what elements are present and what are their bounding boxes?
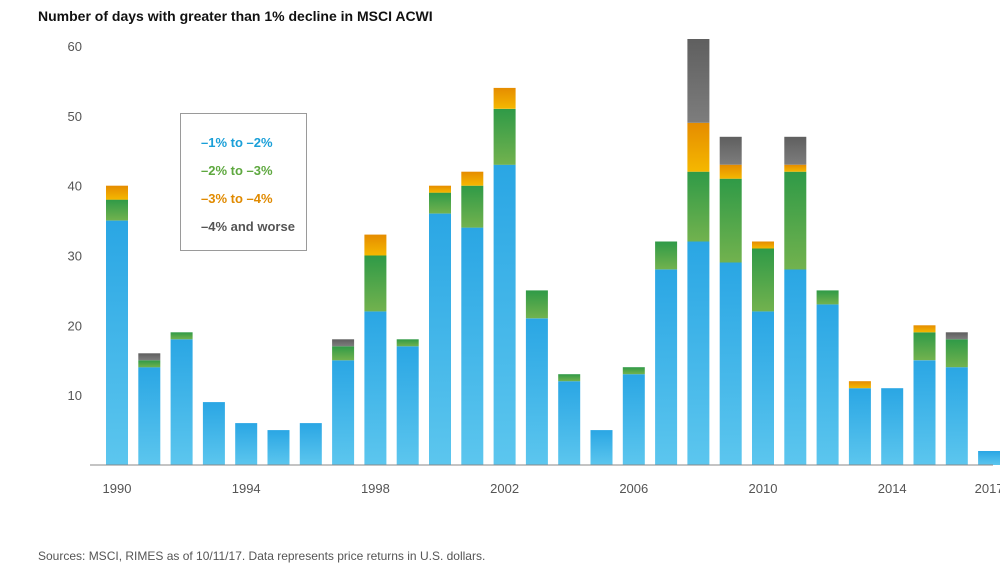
bar-segment-1998-s0 xyxy=(364,311,387,465)
bar-segment-2009-s1 xyxy=(719,178,742,263)
bar-segment-2001-s1 xyxy=(461,185,484,228)
bar-segment-2008-s1 xyxy=(687,171,710,242)
bar-segment-2008-s2 xyxy=(687,122,710,172)
x-tick-label: 1994 xyxy=(232,481,261,496)
bar-segment-2014-s0 xyxy=(881,388,904,465)
bar-segment-2016-s1 xyxy=(945,339,968,368)
bar-segment-1998-s2 xyxy=(364,234,387,256)
bar-segment-2013-s2 xyxy=(848,381,871,389)
bar-segment-2016-s0 xyxy=(945,367,968,465)
y-tick-label: 50 xyxy=(68,109,82,124)
bar-segment-2005-s0 xyxy=(590,430,613,465)
bar-segment-2007-s0 xyxy=(655,269,678,465)
chart-title: Number of days with greater than 1% decl… xyxy=(38,8,433,24)
bar-segment-2003-s0 xyxy=(525,318,548,466)
bar-segment-1991-s0 xyxy=(138,367,161,465)
bar-segment-2000-s1 xyxy=(429,192,451,214)
legend-item-1-2: –1% to –2% xyxy=(201,135,273,150)
bar-segment-1997-s0 xyxy=(332,360,355,466)
bar-segment-1999-s0 xyxy=(396,346,419,465)
bars xyxy=(106,39,1000,466)
bar-segment-2001-s0 xyxy=(461,227,484,465)
bar-segment-1998-s1 xyxy=(364,255,387,312)
bar-segment-1991-s3 xyxy=(138,353,161,361)
bar-segment-2017-s0 xyxy=(978,451,1000,465)
bar-segment-1996-s0 xyxy=(299,423,322,465)
y-tick-label: 40 xyxy=(68,179,82,194)
bar-segment-2015-s0 xyxy=(913,360,936,466)
bar-segment-1993-s0 xyxy=(202,402,225,465)
x-tick-label: 1998 xyxy=(361,481,390,496)
x-tick-label: 2002 xyxy=(490,481,519,496)
y-tick-label: 20 xyxy=(68,318,82,333)
x-axis-ticks: 1990 1994 1998 2002 2006 2010 2014 2017 xyxy=(103,481,1000,496)
bar-segment-2004-s1 xyxy=(558,374,581,382)
bar-segment-2012-s1 xyxy=(816,290,839,305)
legend: –1% to –2% –2% to –3% –3% to –4% –4% and… xyxy=(180,113,307,251)
bar-segment-2011-s2 xyxy=(784,164,807,172)
bar-segment-1991-s1 xyxy=(138,360,161,368)
x-tick-label: 2010 xyxy=(749,481,778,496)
bar-segment-2011-s0 xyxy=(784,269,807,465)
bar-segment-2011-s3 xyxy=(784,136,807,165)
y-tick-label: 10 xyxy=(68,388,82,403)
bar-segment-2010-s2 xyxy=(752,241,774,249)
bar-segment-2006-s0 xyxy=(622,374,645,465)
bar-segment-1990-s2 xyxy=(106,185,128,200)
bar-segment-2015-s2 xyxy=(913,325,936,333)
x-tick-label: 2006 xyxy=(619,481,648,496)
bar-segment-2009-s2 xyxy=(719,164,742,179)
source-note: Sources: MSCI, RIMES as of 10/11/17. Dat… xyxy=(38,549,486,563)
legend-item-3-4: –3% to –4% xyxy=(201,191,273,206)
bar-segment-2011-s1 xyxy=(784,171,807,270)
y-tick-label: 60 xyxy=(68,39,82,54)
bar-segment-2013-s0 xyxy=(848,388,871,465)
bar-segment-2010-s0 xyxy=(752,311,774,465)
legend-item-2-3: –2% to –3% xyxy=(201,163,273,178)
x-tick-label: 2017 xyxy=(975,481,1000,496)
y-tick-label: 30 xyxy=(68,249,82,264)
bar-segment-2008-s3 xyxy=(687,39,710,123)
bar-segment-2002-s2 xyxy=(493,87,516,109)
bar-segment-2015-s1 xyxy=(913,332,936,361)
bar-segment-2004-s0 xyxy=(558,381,581,465)
bar-segment-1990-s1 xyxy=(106,199,128,221)
y-axis-ticks: 10 20 30 40 50 60 xyxy=(68,39,82,403)
x-tick-label: 2014 xyxy=(878,481,907,496)
x-tick-label: 1990 xyxy=(103,481,132,496)
bar-segment-2001-s2 xyxy=(461,171,484,186)
bar-segment-2002-s1 xyxy=(493,108,516,165)
bar-segment-2000-s0 xyxy=(429,213,451,465)
legend-item-4-worse: –4% and worse xyxy=(201,219,295,234)
bar-segment-2009-s0 xyxy=(719,262,742,465)
bar-segment-2009-s3 xyxy=(719,136,742,165)
bar-segment-1995-s0 xyxy=(267,430,290,465)
bar-segment-1994-s0 xyxy=(235,423,258,465)
bar-segment-1997-s1 xyxy=(332,346,355,361)
bar-segment-2002-s0 xyxy=(493,164,516,465)
bar-segment-2010-s1 xyxy=(752,248,774,312)
bar-segment-2012-s0 xyxy=(816,304,839,465)
bar-segment-1999-s1 xyxy=(396,339,419,347)
bar-segment-1990-s0 xyxy=(106,220,128,465)
bar-segment-2000-s2 xyxy=(429,185,451,193)
bar-segment-2006-s1 xyxy=(622,367,645,375)
bar-segment-2016-s3 xyxy=(945,332,968,340)
bar-segment-2003-s1 xyxy=(525,290,548,319)
bar-segment-1997-s3 xyxy=(332,339,355,347)
bar-segment-1992-s1 xyxy=(170,332,193,340)
bar-segment-1992-s0 xyxy=(170,339,193,465)
bar-segment-2008-s0 xyxy=(687,241,710,465)
bar-segment-2007-s1 xyxy=(655,241,678,270)
